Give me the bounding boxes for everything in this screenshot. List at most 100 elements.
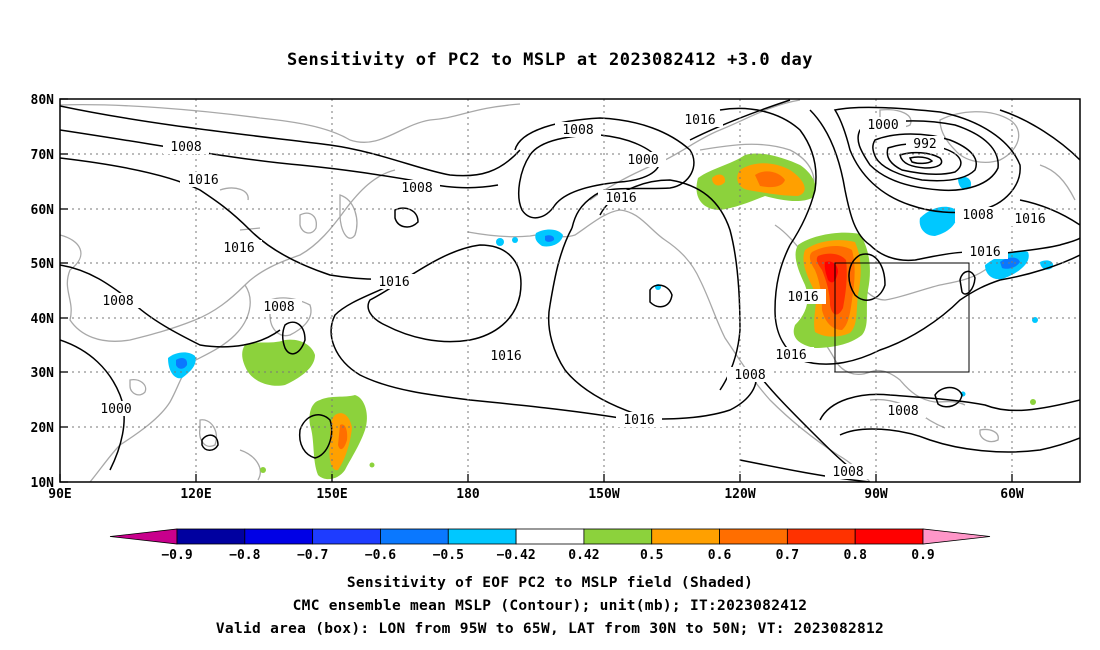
lat-label: 70N (31, 148, 55, 163)
svg-text:1016: 1016 (969, 245, 1000, 260)
colorbar-tick-label: 0.42 (568, 548, 599, 563)
colorbar-tick-label: 0.7 (776, 548, 799, 563)
latitude-labels: 80N 70N 60N 50N 40N 30N 20N 10N (31, 93, 55, 491)
lat-label: 30N (31, 366, 55, 381)
colorbar-tick-label: −0.7 (297, 548, 328, 563)
svg-text:1016: 1016 (223, 241, 254, 256)
svg-text:1000: 1000 (627, 153, 658, 168)
lon-label: 180 (456, 487, 480, 502)
svg-text:1016: 1016 (684, 113, 715, 128)
longitude-labels: 90E 120E 150E 180 150W 120W 90W 60W (48, 487, 1024, 502)
colorbar-swatch (583, 528, 653, 545)
svg-text:1008: 1008 (170, 140, 201, 155)
colorbar-swatch (380, 528, 449, 545)
svg-text:1016: 1016 (775, 348, 806, 363)
lat-label: 80N (31, 93, 55, 108)
svg-text:1008: 1008 (263, 300, 294, 315)
lon-label: 90E (48, 487, 71, 502)
colorbar-tick-label: 0.9 (911, 548, 934, 563)
contour-label: 1008 (727, 367, 773, 383)
colorbar-tick-label: 0.5 (640, 548, 663, 563)
contour-label: 1016 (371, 274, 417, 290)
svg-text:1000: 1000 (100, 402, 131, 417)
svg-text:1016: 1016 (187, 173, 218, 188)
lon-label: 120W (724, 487, 755, 502)
colorbar-tick-label: 0.8 (843, 548, 867, 563)
contour-label: 1008 (825, 464, 871, 480)
svg-text:1008: 1008 (102, 294, 133, 309)
lat-label: 60N (31, 203, 55, 218)
mslp-contours (60, 99, 1080, 482)
svg-text:1016: 1016 (605, 191, 636, 206)
map-title: Sensitivity of PC2 to MSLP at 2023082412… (286, 50, 813, 70)
colorbar-tick-label: −0.42 (497, 548, 536, 563)
contour-label: 1016 (216, 240, 262, 256)
svg-text:1008: 1008 (401, 181, 432, 196)
lon-label: 90W (864, 487, 888, 502)
colorbar-swatch (786, 528, 856, 545)
svg-text:1016: 1016 (490, 349, 521, 364)
svg-text:1008: 1008 (562, 123, 593, 138)
contour-label: 1000 (93, 401, 139, 417)
colorbar-swatch (719, 528, 788, 545)
map-frame (59, 98, 1081, 483)
lon-label: 60W (1000, 487, 1024, 502)
contour-labels: 1008 1016 1016 1008 1008 1000 1008 1000 … (93, 112, 1053, 480)
svg-text:1016: 1016 (787, 290, 818, 305)
caption-line-3: Valid area (box): LON from 95W to 65W, L… (215, 621, 885, 637)
svg-text:1016: 1016 (1014, 212, 1045, 227)
svg-text:1008: 1008 (832, 465, 863, 480)
colorbar-swatch (312, 528, 381, 545)
contour-label: 1016 (180, 172, 226, 188)
lat-label: 50N (31, 257, 55, 272)
contour-label: 1008 (955, 207, 1001, 223)
lon-label: 150E (316, 487, 347, 502)
contour-label: 1008 (880, 403, 926, 419)
colorbar-swatch (515, 528, 585, 545)
lat-label: 40N (31, 312, 55, 327)
colorbar-swatch (244, 528, 314, 545)
contour-label: 1008 (163, 139, 209, 155)
contour-label: 1008 (394, 180, 440, 196)
contour-label: 1016 (598, 190, 644, 206)
contour-label: 1016 (962, 244, 1008, 260)
colorbar-tick-label: −0.8 (229, 548, 260, 563)
contour-label: 1008 (555, 122, 601, 138)
colorbar-tick-label: 0.6 (708, 548, 732, 563)
contour-label: 1016 (483, 348, 529, 364)
contour-label: 1000 (620, 152, 666, 168)
colorbar-min-arrow (109, 528, 178, 545)
colorbar-max-arrow (922, 528, 991, 545)
colorbar-tick-label: −0.6 (365, 548, 396, 563)
graticule (60, 99, 1080, 482)
svg-text:1008: 1008 (734, 368, 765, 383)
lon-label: 120E (180, 487, 211, 502)
contour-label: 1016 (677, 112, 723, 128)
colorbar: −0.9 −0.8 −0.7 −0.6 −0.5 −0.42 0.42 0.5 0.6 0.7 0.… (109, 528, 991, 563)
sensitivity-shading (168, 153, 1054, 480)
contour-label: 1016 (1007, 211, 1053, 227)
valid-area-box (834, 262, 970, 373)
svg-text:992: 992 (913, 137, 936, 152)
contour-label: 1016 (768, 347, 814, 363)
colorbar-swatch (854, 528, 924, 545)
contour-label: 1008 (95, 293, 141, 309)
lat-label: 10N (31, 476, 55, 491)
svg-text:1016: 1016 (378, 275, 409, 290)
colorbar-tick-label: −0.9 (161, 548, 192, 563)
contour-label: 992 (906, 136, 944, 152)
svg-text:1008: 1008 (962, 208, 993, 223)
caption-line-1: Sensitivity of EOF PC2 to MSLP field (Sh… (346, 575, 754, 591)
colorbar-swatch (447, 528, 517, 545)
contour-label: 1000 (860, 117, 906, 133)
contour-label: 1016 (780, 289, 826, 305)
caption-line-2: CMC ensemble mean MSLP (Contour); unit(m… (292, 598, 808, 614)
map-area (60, 99, 1080, 482)
contour-label: 1008 (256, 299, 302, 315)
colorbar-swatch (651, 528, 720, 545)
lon-label: 150W (588, 487, 619, 502)
colorbar-tick-label: −0.5 (433, 548, 464, 563)
svg-text:1016: 1016 (623, 413, 654, 428)
contour-label: 1016 (616, 412, 662, 428)
